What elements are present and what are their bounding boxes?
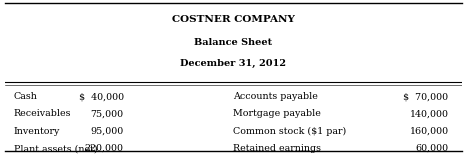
Text: Inventory: Inventory [14,127,60,136]
Text: Balance Sheet: Balance Sheet [194,38,273,47]
Text: Retained earnings: Retained earnings [234,144,321,153]
Text: 140,000: 140,000 [410,109,449,118]
Text: $  40,000: $ 40,000 [78,92,124,101]
Text: 75,000: 75,000 [91,109,124,118]
Text: 95,000: 95,000 [91,127,124,136]
Text: Accounts payable: Accounts payable [234,92,318,101]
Text: COSTNER COMPANY: COSTNER COMPANY [172,15,295,24]
Text: $  70,000: $ 70,000 [403,92,449,101]
Text: 160,000: 160,000 [410,127,449,136]
Text: Common stock ($1 par): Common stock ($1 par) [234,127,347,136]
Text: 220,000: 220,000 [85,144,124,153]
Text: Receivables: Receivables [14,109,71,118]
Text: Plant assets (net): Plant assets (net) [14,144,98,153]
Text: December 31, 2012: December 31, 2012 [181,59,286,68]
Text: Cash: Cash [14,92,38,101]
Text: Mortgage payable: Mortgage payable [234,109,321,118]
Text: 60,000: 60,000 [416,144,449,153]
